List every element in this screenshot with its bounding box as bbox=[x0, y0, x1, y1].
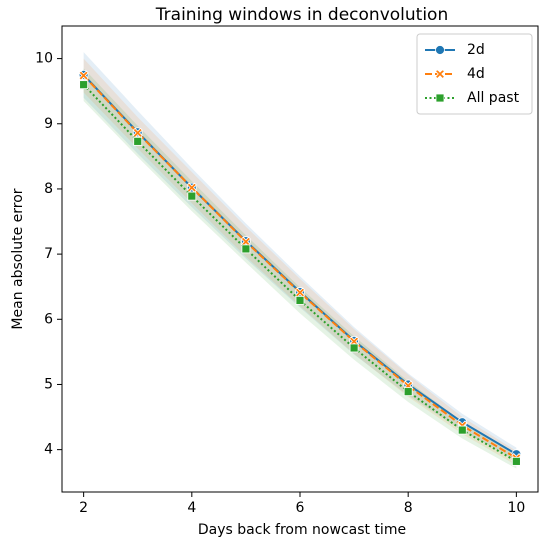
legend-label: 4d bbox=[467, 66, 485, 82]
x-tick-label: 10 bbox=[507, 500, 525, 516]
marker bbox=[79, 80, 89, 90]
x-axis-label: Days back from nowcast time bbox=[198, 522, 406, 538]
y-tick-label: 10 bbox=[35, 51, 53, 67]
series-line bbox=[82, 83, 517, 463]
confidence-band bbox=[83, 58, 517, 466]
plot-frame bbox=[61, 25, 539, 493]
chart-title: Training windows in deconvolution bbox=[155, 5, 448, 25]
y-tick-label: 9 bbox=[44, 116, 53, 132]
legend: 2d 4d All past bbox=[416, 33, 533, 115]
legend-marker bbox=[435, 45, 445, 55]
x-tick-label: 8 bbox=[404, 500, 413, 516]
x-tick-label: 2 bbox=[79, 500, 88, 516]
y-tick-label: 4 bbox=[44, 442, 53, 458]
legend-label: All past bbox=[467, 90, 520, 106]
legend-box bbox=[416, 33, 533, 115]
marker bbox=[187, 191, 197, 201]
marker bbox=[241, 244, 251, 254]
marker bbox=[133, 136, 143, 146]
marker bbox=[78, 70, 89, 81]
marker bbox=[511, 456, 521, 466]
legend-label: 2d bbox=[467, 42, 485, 58]
y-tick-label: 8 bbox=[44, 181, 53, 197]
marker bbox=[349, 343, 359, 353]
marker bbox=[295, 295, 305, 305]
marker bbox=[457, 425, 467, 435]
marker bbox=[132, 127, 143, 138]
x-tick-label: 4 bbox=[187, 500, 196, 516]
legend-marker bbox=[435, 93, 445, 103]
marker bbox=[186, 182, 197, 193]
y-axis-label: Mean absolute error bbox=[10, 188, 26, 329]
x-tick-label: 6 bbox=[296, 500, 305, 516]
marker bbox=[403, 387, 413, 397]
y-tick-label: 6 bbox=[44, 311, 53, 327]
y-tick-label: 5 bbox=[44, 376, 53, 392]
y-tick-label: 7 bbox=[44, 246, 53, 262]
legend-marker bbox=[434, 68, 446, 80]
marker bbox=[240, 236, 251, 247]
